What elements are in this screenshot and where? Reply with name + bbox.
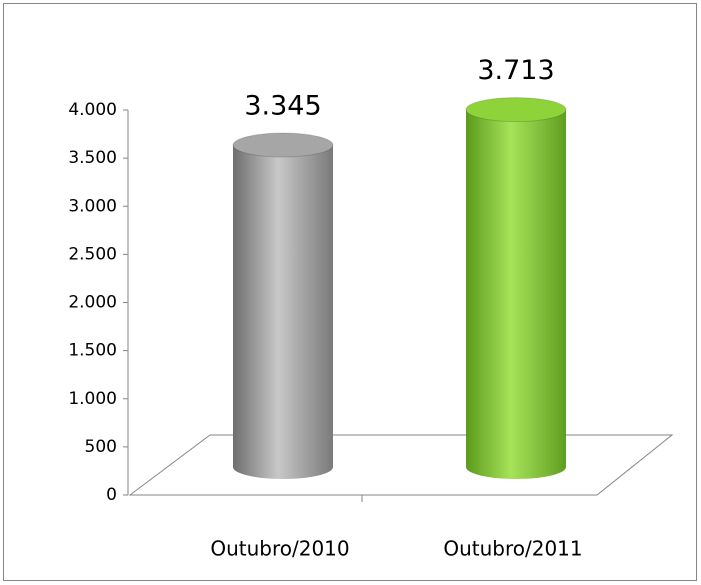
bar-body bbox=[233, 145, 333, 479]
y-tick-label: 500 bbox=[85, 437, 117, 457]
y-tick-label: 2.000 bbox=[68, 293, 117, 313]
y-tick-label: 1.000 bbox=[68, 389, 117, 409]
y-tick-label: 3.000 bbox=[68, 196, 117, 216]
frame bbox=[3, 3, 697, 581]
y-tick-label: 1.500 bbox=[68, 341, 117, 361]
data-label: 3.713 bbox=[477, 55, 554, 86]
y-tick-label: 4.000 bbox=[68, 100, 117, 120]
y-tick-label: 3.500 bbox=[68, 148, 117, 168]
bar bbox=[232, 132, 334, 479]
x-tick-label: Outubro/2010 bbox=[210, 537, 349, 561]
y-tick-label: 2.500 bbox=[68, 244, 117, 264]
bar-body bbox=[466, 109, 566, 479]
floor bbox=[128, 434, 674, 496]
x-tick-label: Outubro/2011 bbox=[443, 537, 582, 561]
bar-top bbox=[232, 132, 334, 158]
data-label: 3.345 bbox=[244, 91, 321, 122]
bar-top bbox=[465, 97, 567, 123]
y-tick-label: 0 bbox=[106, 485, 117, 505]
bar bbox=[465, 97, 567, 479]
